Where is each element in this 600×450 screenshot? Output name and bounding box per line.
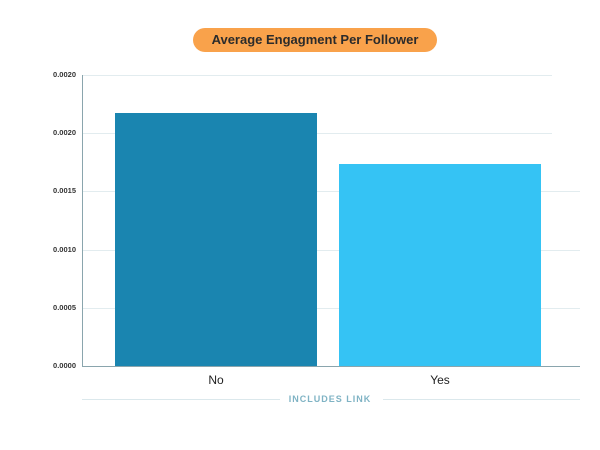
bar-yes bbox=[339, 164, 541, 366]
x-title-rule-left bbox=[82, 399, 280, 400]
x-axis-line bbox=[82, 366, 580, 367]
gridline bbox=[82, 250, 580, 251]
y-tick-label: 0.0020 bbox=[53, 70, 76, 79]
y-tick-label: 0.0020 bbox=[53, 128, 76, 137]
x-axis-title: INCLUDES LINK bbox=[288, 394, 372, 404]
gridline bbox=[82, 191, 580, 192]
x-title-rule-right bbox=[383, 399, 580, 400]
y-tick-label: 0.0000 bbox=[53, 361, 76, 370]
y-tick-label: 0.0015 bbox=[53, 186, 76, 195]
x-tick-label-no: No bbox=[208, 373, 224, 387]
chart-title: Average Engagment Per Follower bbox=[193, 28, 437, 52]
x-tick-label-yes: Yes bbox=[430, 373, 450, 387]
bar-no bbox=[115, 113, 317, 366]
gridline bbox=[82, 133, 552, 134]
y-axis-line bbox=[82, 75, 83, 367]
y-tick-label: 0.0005 bbox=[53, 303, 76, 312]
gridline bbox=[82, 308, 580, 309]
y-tick-label: 0.0010 bbox=[53, 245, 76, 254]
gridline bbox=[82, 75, 552, 76]
